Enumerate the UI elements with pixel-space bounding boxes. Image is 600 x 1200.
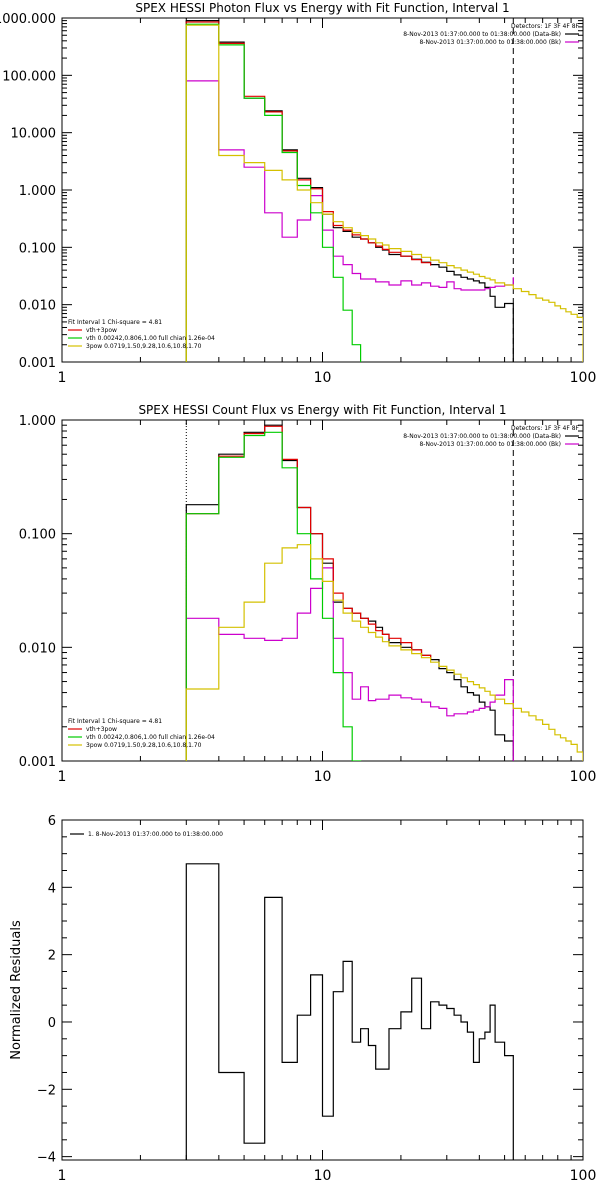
y-tick-label: 0.010 [19, 641, 56, 656]
legend-entry-label: 3pow 0.0719,1.50,9.28,10.6,10.8,1.70 [86, 742, 202, 749]
series-bk-line [185, 567, 514, 761]
series-bk-line [185, 80, 514, 362]
y-tick-label: 0.001 [19, 755, 56, 770]
chart-panel-3: Normalized Residuals 1 10 100 −4 −2 0 2 4 6 1. 8-N… [9, 814, 597, 1184]
x-tick-label: 1 [58, 370, 67, 386]
y-tick-label: −4 [37, 1151, 56, 1166]
y-tick-label: 0.010 [19, 299, 56, 314]
legend-fit-header: Fit Interval 1 Chi-square = 4.81 [68, 718, 162, 725]
series-vth-line [185, 431, 362, 761]
chart-panel-2: SPEX HESSI Count Flux vs Energy with Fit… [19, 403, 597, 785]
legend-detectors-header: Detectors: 1F 3F 4F 8F [511, 425, 580, 432]
series-group [185, 863, 514, 1160]
legend-entry-label: 8-Nov-2013 01:37:00.000 to 01:38:00.000 … [419, 39, 561, 46]
legend-entry-label: vth+3pow [86, 726, 117, 733]
chart-panel-1: SPEX HESSI Photon Flux vs Energy with Fi… [0, 1, 596, 386]
legend-entry-label: vth+3pow [86, 327, 117, 334]
legend-entry-label: 8-Nov-2013 01:37:00.000 to 01:38:00.000 … [403, 31, 561, 38]
y-tick-label: 0.100 [19, 528, 56, 543]
legend-entry-label: 1. 8-Nov-2013 01:37:00.000 to 01:38:00.0… [88, 831, 223, 838]
chart-title: SPEX HESSI Photon Flux vs Energy with Fi… [135, 1, 509, 15]
series-data-bk-line [185, 424, 514, 761]
legend-entry-label: 8-Nov-2013 01:37:00.000 to 01:38:00.000 … [419, 441, 561, 448]
x-tick-label: 100 [570, 769, 597, 785]
x-tick-label: 10 [314, 1168, 332, 1184]
y-tick-label: 6 [48, 814, 56, 829]
series-3pow-line [185, 544, 583, 761]
x-tick-label: 1 [58, 1168, 67, 1184]
x-tick-label: 10 [314, 370, 332, 386]
y-tick-label: 10.000 [11, 127, 57, 142]
series-data-bk-line [185, 20, 514, 362]
y-tick-label: 1.000 [19, 184, 56, 199]
legend-entry-label: 3pow 0.0719,1.50,9.28,10.6,10.8,1.70 [86, 343, 202, 350]
series-group [185, 424, 583, 761]
chart-title: SPEX HESSI Count Flux vs Energy with Fit… [138, 403, 506, 417]
series-group [185, 20, 583, 362]
series-vth-line [185, 23, 362, 362]
y-tick-label: −2 [37, 1083, 56, 1098]
legend-entry-label: vth 0.00242,0.806,1.00 full chian 1.26e-… [86, 335, 215, 342]
series-3pow-line [185, 24, 583, 362]
legend-detectors-header: Detectors: 1F 3F 4F 8F [511, 23, 580, 30]
series-1--line [185, 863, 514, 1160]
y-tick-label: 0.001 [19, 356, 56, 371]
series-vth-3pow-line [185, 21, 432, 362]
x-tick-label: 10 [314, 769, 332, 785]
y-tick-label: 0 [48, 1016, 56, 1031]
legend-entry-label: 8-Nov-2013 01:37:00.000 to 01:38:00.000 … [403, 433, 561, 440]
legend-entry-label: vth 0.00242,0.806,1.00 full chian 1.26e-… [86, 734, 215, 741]
x-tick-label: 100 [570, 1168, 597, 1184]
y-tick-label: 1.000 [19, 414, 56, 429]
y-tick-label: 100.000 [2, 69, 56, 84]
x-tick-label: 100 [570, 370, 597, 386]
y-tick-label: 1000.000 [0, 12, 56, 27]
y-tick-label: 2 [48, 949, 56, 964]
legend-fit-header: Fit Interval 1 Chi-square = 4.81 [68, 319, 162, 326]
y-tick-label: 0.100 [19, 241, 56, 256]
y-axis-label: Normalized Residuals [9, 920, 24, 1060]
y-tick-label: 4 [48, 881, 56, 896]
series-vth-3pow-line [185, 425, 432, 761]
x-tick-label: 1 [58, 769, 67, 785]
